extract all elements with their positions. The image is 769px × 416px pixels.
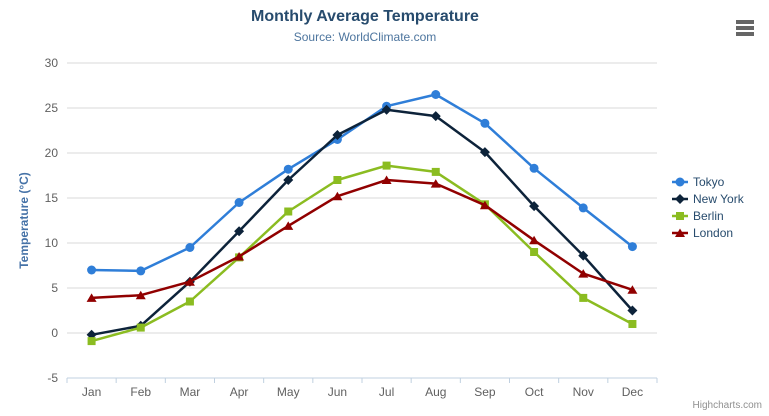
x-axis-label: Sep — [474, 385, 496, 399]
hamburger-icon — [736, 32, 754, 36]
grid-lines — [67, 62, 657, 379]
legend-item-london[interactable]: London — [672, 227, 744, 239]
y-axis-label: 0 — [51, 326, 58, 340]
y-axis-title: Temperature (°C) — [17, 172, 31, 269]
y-axis-label: 15 — [45, 191, 59, 205]
diamond-legend-marker-icon — [672, 194, 688, 204]
y-axis-label: 5 — [51, 281, 58, 295]
hamburger-icon — [736, 20, 754, 24]
context-menu-button[interactable] — [736, 20, 754, 38]
y-axis-label: 10 — [45, 236, 59, 250]
x-axis-label: May — [277, 385, 300, 399]
circle-legend-marker-icon — [672, 177, 688, 187]
legend-item-tokyo[interactable]: Tokyo — [672, 176, 744, 188]
x-axis-label: Apr — [230, 385, 249, 399]
y-axis-label: 25 — [45, 101, 59, 115]
triangle-legend-marker-icon — [672, 228, 688, 237]
series-line — [91, 178, 633, 300]
series-london[interactable] — [86, 175, 638, 302]
legend-item-new-york[interactable]: New York — [672, 193, 744, 205]
series-tokyo[interactable] — [87, 90, 637, 276]
series-new-york[interactable] — [86, 104, 638, 340]
x-axis-label: Nov — [573, 385, 594, 399]
legend-label: New York — [693, 192, 744, 206]
x-axis: Jan Feb Mar Apr May Jun Jul Aug Sep Oct Nov Dec — [66, 377, 658, 399]
x-axis-label: Jul — [379, 385, 394, 399]
series-line — [91, 164, 634, 343]
series-line — [91, 108, 634, 337]
credits-link[interactable]: Highcharts.com — [692, 400, 762, 411]
y-axis-label: 30 — [45, 56, 59, 70]
hamburger-icon — [736, 26, 754, 30]
chart-title: Monthly Average Temperature — [251, 8, 479, 25]
y-axis-labels: -5 0 5 10 15 20 25 30 — [45, 56, 59, 385]
y-axis-label: -5 — [47, 371, 58, 385]
y-axis-label: 20 — [45, 146, 59, 160]
x-axis-label: Jan — [82, 385, 101, 399]
legend-label: Tokyo — [693, 175, 725, 189]
legend: Tokyo New York Berlin London — [672, 176, 744, 244]
chart-subtitle: Source: WorldClimate.com — [293, 30, 437, 44]
legend-label: Berlin — [693, 209, 724, 223]
x-axis-label: Oct — [525, 385, 544, 399]
x-axis-label: Jun — [328, 385, 347, 399]
x-axis-label: Aug — [425, 385, 446, 399]
x-axis-label: Mar — [180, 385, 201, 399]
legend-item-berlin[interactable]: Berlin — [672, 210, 744, 222]
series-line — [91, 93, 634, 273]
legend-label: London — [693, 226, 734, 240]
x-axis-label: Dec — [622, 385, 643, 399]
x-axis-label: Feb — [130, 385, 151, 399]
square-legend-marker-icon — [672, 212, 688, 220]
